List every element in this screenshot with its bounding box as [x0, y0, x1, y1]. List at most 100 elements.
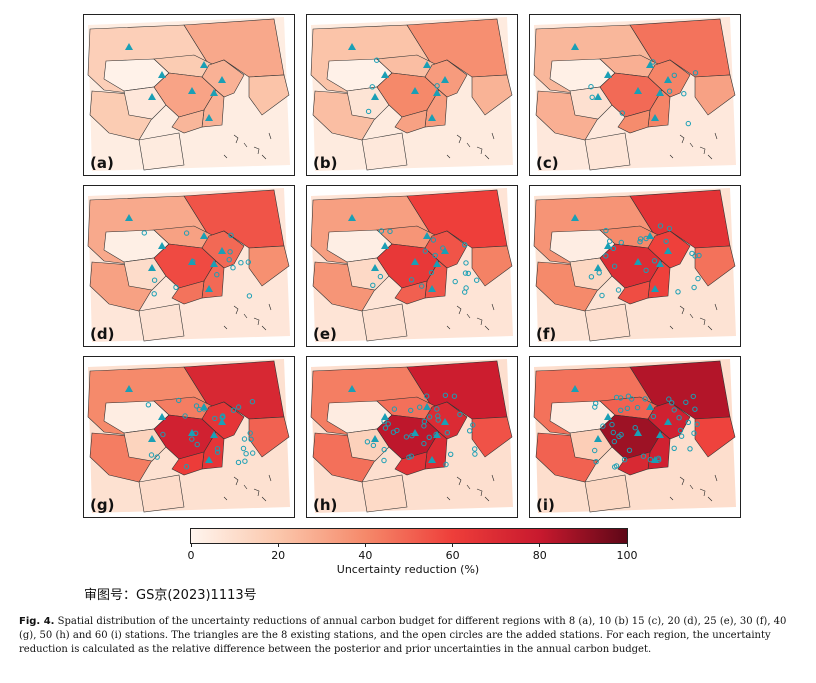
- colorbar-tick-label: 60: [445, 549, 460, 562]
- added-station-circle: [182, 413, 188, 419]
- existing-station-triangle: [210, 431, 218, 438]
- added-station-circle: [642, 396, 648, 402]
- added-station-circle: [592, 400, 599, 407]
- existing-station-triangle: [371, 264, 379, 271]
- caption-label: Fig. 4.: [19, 616, 55, 627]
- existing-station-triangle: [381, 71, 389, 78]
- added-station-circle: [666, 88, 673, 94]
- region-polygon: [694, 74, 736, 116]
- existing-station-triangle: [423, 232, 431, 239]
- panel-label: (e): [313, 325, 337, 343]
- added-station-circle: [228, 232, 234, 238]
- added-station-circle: [621, 457, 628, 463]
- region-polygon: [471, 416, 513, 458]
- added-station-circle: [201, 406, 207, 412]
- island-outlines: [446, 132, 495, 160]
- added-station-circle: [666, 225, 673, 232]
- added-station-circle: [173, 284, 179, 291]
- existing-station-triangle: [656, 260, 664, 267]
- map-approval-number: 审图号：GS京(2023)1113号: [84, 588, 257, 603]
- existing-station-triangle: [634, 87, 642, 94]
- existing-station-triangle: [371, 435, 379, 442]
- region-polygon: [171, 109, 205, 134]
- existing-station-triangle: [205, 114, 213, 121]
- added-station-circle: [599, 292, 605, 299]
- added-station-circle: [189, 436, 195, 442]
- island-outlines: [669, 303, 718, 331]
- added-station-circle: [647, 456, 654, 463]
- region-polygon: [584, 303, 631, 342]
- added-station-circle: [430, 237, 437, 243]
- existing-station-triangle: [664, 247, 672, 254]
- colorbar-tick-label: 20: [271, 549, 286, 562]
- added-station-circle: [616, 433, 622, 440]
- added-station-circle: [230, 265, 236, 271]
- region-polygon: [584, 132, 631, 171]
- colorbar-tick-label: 40: [358, 549, 373, 562]
- added-station-circle: [212, 415, 218, 422]
- added-station-circle: [220, 413, 226, 419]
- island-outlines: [223, 132, 272, 160]
- existing-station-triangle: [594, 93, 602, 100]
- added-station-circle: [472, 451, 478, 457]
- panel-label: (d): [90, 325, 115, 343]
- added-station-circle: [610, 429, 617, 436]
- added-station-circle: [226, 257, 232, 263]
- colorbar-gradient: [190, 528, 628, 544]
- added-station-circle: [440, 245, 446, 251]
- added-station-circle: [230, 407, 237, 413]
- region-polygon: [346, 86, 390, 120]
- existing-station-triangle: [634, 429, 642, 436]
- added-station-circle: [651, 258, 658, 264]
- added-station-circle: [194, 441, 200, 448]
- added-station-circle: [669, 400, 675, 406]
- existing-station-triangle: [656, 89, 664, 96]
- colorbar-tick-label: 80: [532, 549, 547, 562]
- existing-station-triangle: [411, 258, 419, 265]
- colorbar-tick-mark: [539, 543, 541, 547]
- added-station-circle: [421, 440, 427, 447]
- map-panel: (h): [306, 356, 518, 518]
- added-station-circle: [214, 449, 221, 455]
- map-panel: (i): [529, 356, 741, 518]
- existing-station-triangle: [646, 61, 654, 68]
- region-polygon: [361, 474, 408, 513]
- added-station-circle: [474, 277, 480, 283]
- added-station-circle: [463, 260, 469, 266]
- existing-station-triangle: [656, 431, 664, 438]
- added-station-circle: [695, 275, 701, 282]
- added-station-circle: [419, 283, 425, 289]
- existing-station-triangle: [200, 61, 208, 68]
- added-station-circle: [618, 239, 625, 246]
- added-station-circle: [677, 427, 684, 434]
- existing-station-triangle: [125, 214, 133, 221]
- existing-station-triangle: [594, 435, 602, 442]
- panel-label: (b): [313, 154, 338, 172]
- existing-station-triangle: [205, 285, 213, 292]
- added-station-circle: [692, 406, 698, 412]
- colorbar-tick-label: 0: [187, 549, 195, 562]
- region-polygon: [471, 74, 513, 116]
- added-station-circle: [451, 393, 458, 399]
- added-station-circle: [385, 421, 391, 427]
- added-station-circle: [663, 238, 669, 244]
- added-station-circle: [443, 461, 449, 468]
- figure-caption: Fig. 4. Spatial distribution of the unce…: [19, 615, 799, 657]
- added-station-circle: [685, 120, 692, 127]
- added-station-circle: [619, 110, 626, 116]
- added-station-circle: [603, 253, 609, 259]
- added-station-circle: [381, 457, 387, 464]
- added-station-circle: [370, 282, 376, 289]
- region-polygon: [346, 257, 390, 291]
- map-svg: [87, 17, 290, 171]
- existing-station-triangle: [646, 403, 654, 410]
- panel-label: (h): [313, 496, 338, 514]
- added-station-circle: [683, 399, 689, 405]
- added-station-circle: [183, 464, 190, 470]
- existing-station-triangle: [441, 247, 449, 254]
- existing-station-triangle: [571, 43, 579, 50]
- added-station-circle: [687, 446, 693, 452]
- existing-station-triangle: [158, 71, 166, 78]
- added-station-circle: [421, 423, 427, 429]
- existing-station-triangle: [571, 214, 579, 221]
